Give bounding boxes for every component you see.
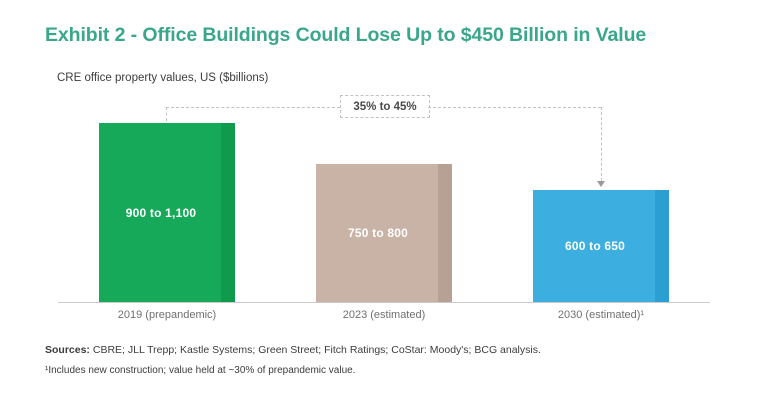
chart-subtitle: CRE office property values, US ($billion… bbox=[57, 72, 269, 84]
x-axis-label: 2023 (estimated) bbox=[342, 309, 426, 321]
x-axis-line bbox=[58, 302, 710, 303]
exhibit-title: Exhibit 2 - Office Buildings Could Lose … bbox=[45, 24, 647, 46]
annotation-connector-stub-left bbox=[166, 107, 167, 121]
annotation-arrow-down-icon bbox=[597, 181, 605, 187]
x-axis-label: 2019 (prepandemic) bbox=[117, 309, 217, 321]
sources-label: Sources: bbox=[45, 344, 90, 356]
chart-bar-1: 900 to 1,100 bbox=[99, 123, 235, 302]
bar-value-label: 600 to 650 bbox=[564, 239, 626, 253]
annotation-decline-label: 35% to 45% bbox=[340, 95, 430, 118]
chart-bar-3: 600 to 650 bbox=[533, 190, 669, 302]
footnote-line: ¹Includes new construction; value held a… bbox=[45, 365, 356, 376]
annotation-connector-line-left bbox=[166, 107, 340, 108]
x-axis-label: 2030 (estimated)¹ bbox=[557, 309, 645, 321]
chart-bar-2: 750 to 800 bbox=[316, 164, 452, 302]
sources-line: Sources: CBRE; JLL Trepp; Kastle Systems… bbox=[45, 344, 541, 356]
sources-text: CBRE; JLL Trepp; Kastle Systems; Green S… bbox=[89, 344, 541, 356]
bar-value-label: 750 to 800 bbox=[347, 226, 409, 240]
bar-value-label: 900 to 1,100 bbox=[125, 205, 197, 220]
annotation-connector-line-right bbox=[428, 107, 601, 108]
annotation-connector-line-down bbox=[601, 107, 602, 181]
